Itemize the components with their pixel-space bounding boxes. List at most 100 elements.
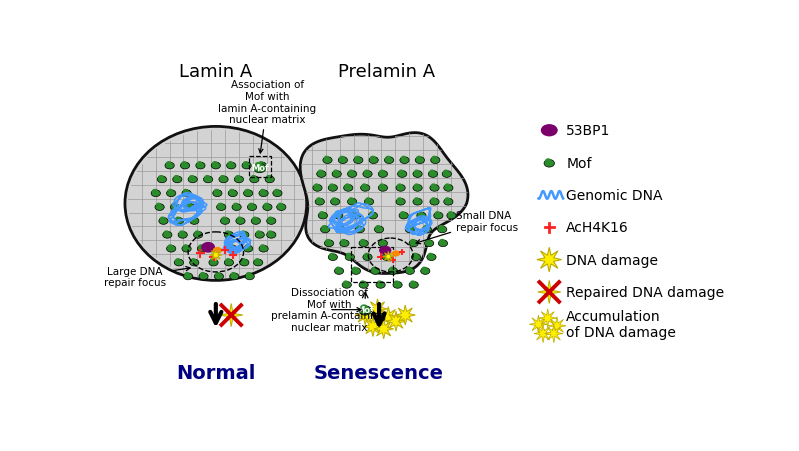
Text: Dissociation of
Mof with
prelamin A-containing
nuclear matrix: Dissociation of Mof with prelamin A-cont… [272, 288, 387, 332]
Ellipse shape [213, 189, 219, 194]
Ellipse shape [264, 203, 269, 208]
Ellipse shape [267, 218, 276, 225]
Ellipse shape [410, 281, 415, 285]
Ellipse shape [414, 170, 419, 175]
Ellipse shape [359, 282, 368, 289]
Polygon shape [547, 317, 566, 335]
Ellipse shape [400, 157, 409, 164]
Ellipse shape [324, 240, 334, 247]
Ellipse shape [434, 213, 443, 220]
Ellipse shape [541, 125, 558, 137]
Ellipse shape [158, 175, 164, 180]
Ellipse shape [225, 231, 231, 235]
Ellipse shape [396, 185, 405, 192]
Text: Association of
Mof with
lamin A-containing
nuclear matrix: Association of Mof with lamin A-containi… [218, 80, 316, 154]
Ellipse shape [352, 213, 360, 220]
Ellipse shape [248, 203, 254, 208]
Ellipse shape [244, 190, 252, 197]
Ellipse shape [382, 254, 392, 261]
Polygon shape [539, 309, 557, 327]
Ellipse shape [183, 244, 189, 249]
Ellipse shape [397, 184, 403, 189]
Polygon shape [368, 299, 388, 319]
Text: Prelamin A: Prelamin A [338, 63, 435, 81]
Polygon shape [356, 305, 376, 325]
Ellipse shape [384, 157, 394, 164]
Ellipse shape [409, 240, 419, 247]
Ellipse shape [401, 156, 407, 161]
Text: Accumulation
of DNA damage: Accumulation of DNA damage [566, 309, 676, 340]
Ellipse shape [368, 213, 378, 220]
Ellipse shape [439, 239, 445, 244]
Ellipse shape [217, 204, 226, 211]
Ellipse shape [168, 189, 173, 194]
Ellipse shape [445, 198, 450, 202]
Ellipse shape [221, 218, 229, 225]
Ellipse shape [255, 232, 264, 239]
Ellipse shape [329, 253, 335, 258]
Ellipse shape [423, 226, 428, 230]
Ellipse shape [336, 267, 341, 272]
Polygon shape [545, 325, 563, 343]
Ellipse shape [443, 170, 449, 175]
Ellipse shape [431, 156, 437, 161]
Text: Small DNA
repair focus: Small DNA repair focus [416, 211, 519, 244]
Ellipse shape [380, 170, 385, 175]
Ellipse shape [344, 185, 353, 192]
Ellipse shape [229, 190, 237, 197]
Ellipse shape [255, 258, 260, 263]
Ellipse shape [315, 199, 324, 206]
Ellipse shape [406, 226, 411, 230]
Ellipse shape [170, 204, 180, 211]
Ellipse shape [237, 217, 242, 221]
Ellipse shape [151, 190, 161, 197]
Ellipse shape [400, 212, 406, 216]
Ellipse shape [348, 171, 356, 178]
Ellipse shape [377, 281, 383, 285]
Ellipse shape [248, 204, 256, 211]
Ellipse shape [369, 157, 378, 164]
Ellipse shape [228, 161, 233, 166]
Ellipse shape [354, 157, 363, 164]
Ellipse shape [187, 203, 193, 208]
Ellipse shape [340, 239, 346, 244]
Ellipse shape [332, 198, 337, 202]
Text: Large DNA
repair focus: Large DNA repair focus [104, 266, 190, 288]
Ellipse shape [236, 218, 245, 225]
Ellipse shape [411, 254, 420, 261]
Polygon shape [386, 312, 406, 331]
Ellipse shape [258, 161, 264, 166]
Ellipse shape [352, 268, 360, 275]
Ellipse shape [360, 239, 365, 244]
Ellipse shape [257, 163, 267, 170]
Ellipse shape [376, 282, 385, 289]
Ellipse shape [429, 170, 435, 175]
Ellipse shape [157, 177, 166, 184]
Ellipse shape [379, 246, 392, 255]
Ellipse shape [338, 157, 348, 164]
Ellipse shape [435, 212, 440, 216]
Ellipse shape [378, 240, 388, 247]
Ellipse shape [383, 253, 388, 258]
Ellipse shape [251, 218, 260, 225]
Ellipse shape [196, 163, 205, 170]
Ellipse shape [428, 171, 438, 178]
Ellipse shape [152, 189, 157, 194]
Ellipse shape [352, 212, 358, 216]
Ellipse shape [267, 232, 276, 239]
Ellipse shape [331, 199, 340, 206]
Ellipse shape [251, 175, 256, 180]
Ellipse shape [417, 213, 426, 220]
Ellipse shape [125, 127, 307, 281]
Ellipse shape [183, 189, 189, 194]
Polygon shape [538, 281, 561, 304]
Ellipse shape [253, 164, 266, 173]
Ellipse shape [356, 226, 362, 230]
Ellipse shape [235, 175, 240, 180]
Ellipse shape [163, 232, 172, 239]
Ellipse shape [199, 273, 208, 280]
Ellipse shape [197, 246, 207, 253]
Ellipse shape [348, 198, 354, 202]
Text: Mof: Mof [251, 163, 268, 172]
Ellipse shape [431, 157, 440, 164]
